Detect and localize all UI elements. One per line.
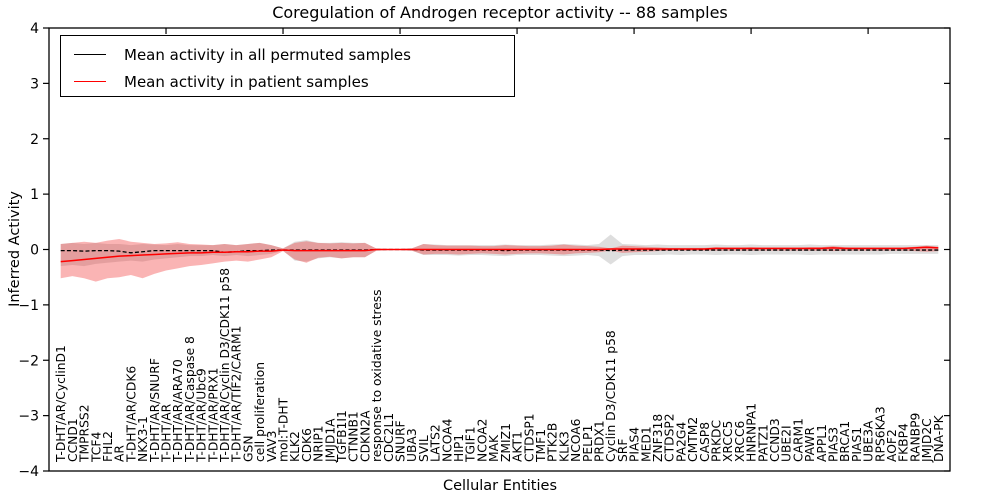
x-category-label: CTNNB1: [347, 411, 361, 462]
x-category-label: UBE3A: [862, 420, 876, 462]
patient-mean-line: [60, 246, 939, 263]
x-category-label: CARM1: [791, 418, 805, 462]
x-category-label: TCF4: [89, 432, 103, 463]
x-category-label: PTK2B: [546, 423, 560, 462]
y-tick-label: 3: [30, 76, 39, 92]
x-category-label: CDK6: [300, 428, 314, 462]
x-category-label: PAWR: [803, 426, 817, 462]
y-tick-label: −3: [18, 409, 39, 425]
x-category-label: TMF1: [534, 429, 548, 463]
x-category-label: FHL2: [101, 431, 115, 462]
y-tick-label: 2: [30, 132, 39, 148]
x-category-label: cell proliferation: [253, 362, 267, 462]
x-category-label: ZNF318: [651, 414, 665, 462]
permuted-band: [60, 234, 939, 267]
x-category-label: SVIL: [417, 435, 431, 462]
x-category-label: CCND3: [768, 418, 782, 462]
x-category-label: T-DHT/AR/Caspase 8: [183, 336, 197, 463]
x-category-label: HIP1: [452, 434, 466, 462]
red-line-sample: [74, 81, 106, 82]
x-category-label: T-DHT/AR/SNURF: [148, 358, 162, 463]
x-category-label: NCOA4: [440, 418, 454, 462]
x-category-label: DNA-PK: [932, 414, 946, 462]
x-category-label: PIAS4: [628, 427, 642, 462]
x-category-label: GSN: [241, 435, 255, 462]
x-category-label: T-DHT/AR/TIF2/CARM1: [230, 326, 244, 463]
x-category-label: T-DHT/AR/Cyclin D3/CDK11 p58: [218, 268, 232, 463]
x-category-label: NKX3-1: [136, 416, 150, 462]
legend-label-patient: Mean activity in patient samples: [124, 72, 369, 91]
x-category-label: TGIF1: [464, 426, 478, 463]
x-category-label: response to oxidative stress: [370, 289, 384, 462]
y-tick-label: 0: [30, 243, 39, 259]
x-category-label: RANBP9: [908, 413, 922, 462]
x-category-label: CMTM2: [686, 417, 700, 462]
x-category-label: UBE2I: [780, 425, 794, 462]
x-category-label: NCOA6: [569, 418, 583, 462]
y-tick-label: −1: [18, 298, 39, 314]
x-category-label: T-DHT/AR/Ubc9: [195, 368, 209, 463]
x-category-label: PATZ1: [756, 424, 770, 462]
x-category-label: T-DHT/AR/PRX1: [206, 368, 220, 464]
x-category-label: ZMIZ1: [499, 423, 513, 462]
x-category-label: CASP8: [698, 422, 712, 462]
x-category-label: XRCC5: [721, 421, 735, 462]
x-category-label: JMJD1A: [323, 418, 337, 463]
x-category-label: CDKN2A: [358, 410, 372, 462]
x-category-label: UBA3: [405, 428, 419, 462]
y-tick-label: 4: [30, 21, 39, 37]
x-category-label: MED1: [639, 426, 653, 462]
x-category-label: PELP1: [581, 425, 595, 462]
y-tick-label: 1: [30, 187, 39, 203]
x-category-label: KLK3: [557, 431, 571, 462]
x-category-label: T-DHT/AR: [160, 403, 174, 463]
x-category-label: TMPRSS2: [78, 404, 92, 463]
x-category-label: AR: [113, 445, 127, 462]
x-category-label: SNURF: [394, 420, 408, 462]
x-category-label: PA2G4: [674, 422, 688, 462]
x-category-label: AOF2: [885, 429, 899, 462]
x-category-label: CTDSP1: [522, 413, 536, 462]
legend: Mean activity in all permuted samples Me…: [60, 35, 515, 97]
x-category-label: FKBP4: [897, 423, 911, 462]
x-category-label: PRKDC: [709, 420, 723, 462]
x-category-label: CCND1: [66, 418, 80, 462]
x-category-label: Cyclin D3/CDK11 p58: [604, 330, 618, 462]
legend-label-permuted: Mean activity in all permuted samples: [124, 45, 411, 64]
x-category-label: AKT1: [511, 431, 525, 462]
x-category-label: PIAS1: [850, 427, 864, 462]
x-category-label: VAV3: [265, 431, 279, 463]
permuted-mean-line: [60, 248, 939, 254]
y-tick-label: −4: [18, 464, 39, 480]
x-category-label: APPL1: [815, 424, 829, 462]
chart-title: Coregulation of Androgen receptor activi…: [272, 3, 728, 22]
x-category-label: RPS6KA3: [873, 406, 887, 462]
x-category-label: MAK: [487, 434, 501, 462]
x-category-label: XRCC6: [733, 420, 747, 462]
x-category-label: T-DHT/AR/CyclinD1: [54, 345, 68, 463]
y-tick-label: −2: [18, 353, 39, 369]
x-category-label: T-DHT/AR/CDK6: [124, 366, 138, 463]
legend-item-permuted: Mean activity in all permuted samples: [74, 41, 514, 68]
x-category-label: PRDX1: [592, 420, 606, 462]
black-line-sample: [74, 54, 106, 55]
x-category-label: NRIP1: [312, 425, 326, 462]
x-category-label: mol:T-DHT: [277, 397, 291, 462]
x-category-label: PIAS3: [826, 427, 840, 462]
x-category-label: JMJD2C: [920, 418, 934, 463]
x-category-label: KLK2: [288, 431, 302, 462]
x-category-label: T-DHT/AR/ARA70: [171, 359, 185, 463]
x-category-label: SRF: [616, 439, 630, 462]
x-category-label: TGFB1I1: [335, 410, 349, 463]
x-category-label: LATS2: [429, 424, 443, 462]
x-category-label: CDC2L1: [382, 413, 396, 462]
legend-item-patient: Mean activity in patient samples: [74, 68, 514, 95]
x-category-label: BRCA1: [838, 421, 852, 462]
x-category-label: NCOA2: [475, 419, 489, 462]
x-category-label: HNRNPA1: [745, 403, 759, 462]
x-axis-title: Cellular Entities: [442, 478, 558, 494]
x-category-label: CTDSP2: [663, 413, 677, 462]
